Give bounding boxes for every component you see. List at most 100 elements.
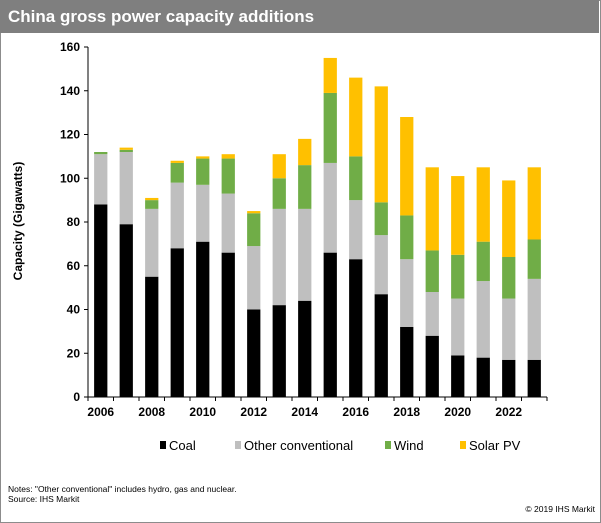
bar-other-conventional [298,208,312,301]
bar-coal [170,248,184,397]
bar-wind [476,241,490,282]
x-tick-label: 2022 [495,405,522,419]
bar-other-conventional [527,278,541,360]
bar-coal [502,359,516,397]
x-tick-label: 2008 [138,405,165,419]
bar-other-conventional [196,184,210,242]
bar-other-conventional [451,298,465,356]
copyright-credit: © 2019 IHS Markit [525,504,595,514]
bar-coal [476,357,490,397]
y-tick-label: 80 [67,215,81,229]
x-tick-label: 2020 [444,405,471,419]
y-tick-label: 0 [73,390,80,404]
y-axis-label: Capacity (Gigawatts) [11,162,25,281]
legend: Coal Other conventional Wind Solar PV [160,438,521,453]
y-tick-label: 120 [60,128,80,142]
bar-solar-pv [298,138,312,166]
legend-label-solar-pv: Solar PV [469,438,521,453]
bar-other-conventional [374,235,388,295]
bar-wind [94,152,108,155]
x-tick-label: 2006 [87,405,114,419]
bar-wind [119,149,133,152]
bar-coal [323,252,337,397]
bar-coal [298,300,312,397]
bar-other-conventional [170,182,184,249]
legend-swatch-wind [385,441,391,449]
y-tick-label: 60 [67,259,81,273]
footnote-source: Source: IHS Markit [8,494,80,504]
bar-wind [298,165,312,209]
x-tick-label: 2010 [189,405,216,419]
x-axis-ticks: 2006 2008 2010 2012 2014 2016 2018 2020 2022 [87,397,548,419]
bar-other-conventional [502,298,516,360]
bars [94,57,541,397]
bar-other-conventional [323,162,337,253]
bar-coal [272,305,286,397]
bar-wind [272,178,286,209]
bar-wind [349,156,363,201]
bar-wind [374,202,388,236]
bar-other-conventional [272,208,286,306]
y-axis-ticks: 0 20 40 60 80 100 120 140 160 [60,40,88,404]
bar-solar-pv [145,197,159,201]
bar-coal [247,309,261,397]
y-tick-label: 100 [60,171,80,185]
bar-coal [221,252,235,397]
bar-solar-pv [451,176,465,255]
x-tick-label: 2016 [342,405,369,419]
bar-solar-pv [119,147,133,150]
bar-solar-pv [425,167,439,251]
legend-swatch-solar-pv [460,441,466,449]
bar-other-conventional [247,246,261,310]
bar-solar-pv [196,156,210,159]
bar-wind [170,162,184,183]
bar-coal [400,327,414,397]
x-tick-label: 2018 [393,405,420,419]
chart-title: China gross power capacity additions [8,7,315,26]
bar-wind [247,213,261,247]
bar-coal [145,276,159,397]
bar-coal [451,355,465,397]
footnote-note: Notes: "Other conventional" includes hyd… [8,484,237,494]
bar-solar-pv [221,154,235,159]
legend-label-coal: Coal [169,438,196,453]
bar-other-conventional [349,200,363,260]
bar-solar-pv [400,117,414,216]
x-tick-label: 2012 [240,405,267,419]
bar-other-conventional [145,208,159,277]
bar-solar-pv [170,160,184,163]
bar-wind [323,92,337,163]
bar-solar-pv [272,154,286,179]
bar-solar-pv [323,57,337,93]
bar-wind [527,239,541,279]
bar-solar-pv [502,180,516,257]
bar-coal [374,294,388,397]
bar-wind [196,158,210,185]
bar-solar-pv [476,167,490,242]
bar-other-conventional [400,259,414,327]
bar-coal [196,241,210,397]
bar-other-conventional [119,152,133,225]
legend-swatch-coal [160,441,166,449]
bar-solar-pv [247,211,261,214]
bar-coal [425,335,439,397]
bar-other-conventional [221,193,235,253]
legend-label-other-conventional: Other conventional [244,438,353,453]
bar-coal [349,259,363,397]
bar-wind [425,250,439,292]
bar-solar-pv [374,86,388,203]
bar-coal [119,224,133,397]
bar-coal [527,359,541,397]
legend-label-wind: Wind [394,438,424,453]
x-tick-label: 2014 [291,405,318,419]
bar-solar-pv [349,77,363,157]
bar-wind [502,257,516,299]
bar-wind [400,215,414,260]
y-tick-label: 140 [60,84,80,98]
title-bar: China gross power capacity additions [0,0,599,33]
bar-wind [145,200,159,209]
y-tick-label: 20 [67,346,81,360]
footnotes: Notes: "Other conventional" includes hyd… [8,484,237,504]
y-tick-label: 160 [60,40,80,54]
